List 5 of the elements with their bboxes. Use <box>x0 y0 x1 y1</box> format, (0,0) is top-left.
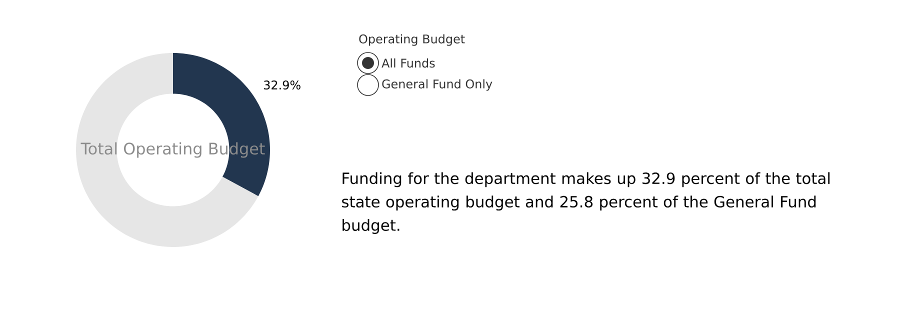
text: All Funds <box>382 58 435 68</box>
data-label: 32.9% <box>264 80 300 90</box>
text: Operating Budget <box>359 34 465 46</box>
text: Funding for the department makes up 32.9 percent of the total state operating budget and 25.8 percent of the General Fund budget. <box>342 172 830 234</box>
text: General Fund Only <box>382 79 492 91</box>
